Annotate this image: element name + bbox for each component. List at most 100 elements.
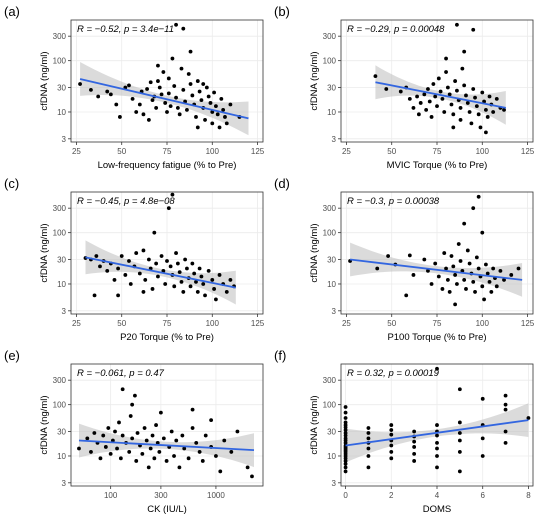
data-point — [142, 426, 147, 430]
x-tick-label: 8 — [526, 491, 531, 500]
data-point — [375, 266, 380, 271]
y-tick-label: 10 — [327, 108, 336, 117]
data-point — [128, 282, 133, 286]
data-point — [221, 107, 226, 112]
data-point — [366, 431, 371, 435]
data-point — [98, 456, 103, 461]
data-point — [209, 418, 214, 423]
y-tick-label: 100 — [323, 401, 337, 410]
data-point — [462, 278, 467, 282]
data-point — [78, 82, 82, 86]
data-point — [480, 90, 485, 95]
stats-annotation: R = −0.45, p = 4.8e−08 — [77, 196, 175, 207]
data-point — [457, 387, 462, 392]
data-point — [192, 271, 197, 276]
data-point — [141, 248, 146, 253]
data-point — [134, 459, 139, 463]
data-point — [181, 87, 186, 92]
x-tick-label: 50 — [117, 319, 126, 328]
data-point — [366, 426, 371, 430]
data-point — [195, 290, 200, 294]
panel-1: (a) 3 10 30 100 300 25 50 75 100 125 Low-frequency … — [4, 4, 265, 171]
regression-line — [349, 258, 523, 281]
data-point — [343, 410, 348, 415]
y-tick-label: 300 — [323, 204, 337, 213]
x-axis-label: MVIC Torque (% to Pre) — [387, 160, 488, 171]
data-point — [113, 429, 117, 434]
data-point — [134, 110, 139, 114]
data-point — [143, 278, 148, 282]
data-point — [168, 104, 173, 109]
data-point — [115, 446, 119, 451]
x-tick-label: 75 — [433, 319, 442, 328]
data-point — [449, 254, 454, 258]
data-point — [175, 261, 180, 266]
data-point — [127, 450, 132, 454]
data-point — [343, 469, 348, 474]
data-point — [436, 274, 441, 279]
x-tick-label: 75 — [433, 147, 442, 156]
data-point — [426, 87, 430, 91]
data-point — [214, 104, 218, 109]
panel-label: (e) — [4, 348, 20, 363]
data-point — [170, 56, 175, 61]
data-point — [154, 423, 158, 427]
data-point — [343, 416, 348, 420]
data-point — [366, 454, 371, 458]
data-point — [465, 101, 470, 105]
data-point — [179, 279, 184, 284]
data-point — [204, 85, 209, 90]
x-tick-label: 125 — [521, 147, 535, 156]
data-point — [438, 89, 443, 94]
data-point — [130, 402, 135, 407]
data-point — [412, 459, 417, 463]
data-point — [471, 27, 476, 32]
y-tick-label: 100 — [53, 57, 67, 66]
data-point — [190, 93, 195, 98]
regression-line — [78, 439, 255, 452]
data-point — [161, 268, 166, 273]
data-point — [464, 287, 468, 291]
data-point — [373, 74, 378, 79]
data-point — [343, 459, 348, 463]
data-point — [404, 293, 409, 298]
data-point — [526, 416, 531, 420]
y-axis-label: cfDNA (ng/ml) — [309, 223, 320, 282]
data-point — [89, 87, 93, 92]
data-point — [457, 420, 462, 425]
y-tick-label: 30 — [57, 427, 66, 436]
data-point — [146, 257, 151, 262]
data-point — [120, 387, 125, 392]
data-point — [412, 439, 417, 444]
data-point — [186, 456, 191, 461]
data-point — [195, 79, 200, 83]
data-point — [172, 284, 177, 289]
data-point — [103, 445, 108, 449]
data-point — [114, 102, 119, 107]
x-axis-label: P20 Torque (% to Pre) — [120, 332, 214, 343]
data-point — [197, 266, 202, 271]
data-point — [476, 194, 481, 199]
data-point — [491, 266, 496, 271]
data-point — [464, 93, 468, 98]
data-point — [431, 82, 436, 86]
data-point — [398, 89, 403, 94]
panel-label: (b) — [274, 4, 290, 19]
stats-annotation: R = −0.3, p = 0.00038 — [347, 196, 440, 207]
data-point — [435, 366, 439, 371]
data-point — [123, 273, 128, 277]
panel-label: (f) — [274, 348, 286, 363]
data-point — [471, 206, 476, 211]
y-axis-label: cfDNA (ng/ml) — [39, 395, 50, 454]
data-point — [201, 282, 206, 286]
data-point — [150, 287, 155, 291]
data-point — [163, 282, 168, 286]
data-point — [516, 266, 521, 271]
data-point — [440, 287, 445, 291]
data-point — [223, 115, 227, 119]
data-point — [203, 118, 207, 122]
data-point — [201, 82, 206, 86]
data-point — [210, 121, 215, 126]
x-tick-label: 100 — [104, 491, 118, 500]
